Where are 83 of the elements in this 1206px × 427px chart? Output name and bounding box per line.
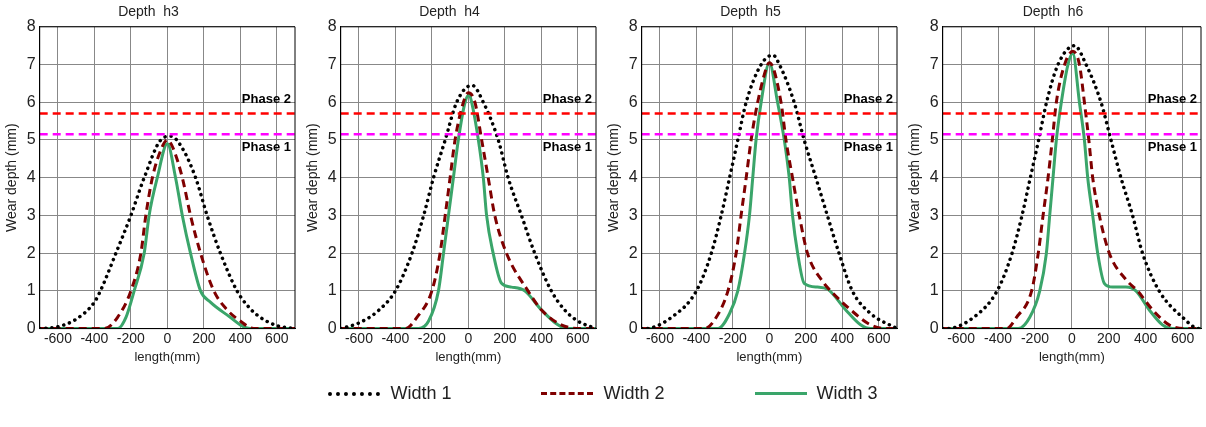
y-tick-label: 6	[26, 92, 36, 110]
x-tick-label: -200	[116, 329, 146, 346]
y-axis-title: Wear depth (mm)	[304, 123, 321, 233]
y-tick-label: 7	[929, 54, 939, 72]
y-tick-label: 1	[628, 281, 638, 299]
y-tick-label: 3	[929, 205, 939, 223]
x-axis-title: length(mm)	[134, 348, 201, 364]
y-axis-title: Wear depth (mm)	[3, 123, 20, 233]
y-tick-label: 6	[327, 92, 337, 110]
x-tick-label: 0	[163, 329, 172, 346]
x-axis-title: length(mm)	[435, 348, 502, 364]
ref-line-label: Phase 1	[1147, 139, 1197, 155]
x-tick-label: -200	[718, 329, 748, 346]
ref-line-label: Phase 2	[1147, 90, 1197, 106]
ref-line-label: Phase 2	[843, 90, 893, 106]
x-tick-label: -600	[645, 329, 675, 346]
y-tick-label: 6	[628, 92, 638, 110]
y-tick-label: 8	[628, 17, 638, 35]
x-axis-title: length(mm)	[736, 348, 803, 364]
y-tick-label: 8	[929, 17, 939, 35]
y-tick-label: 1	[929, 281, 939, 299]
y-tick-label: 2	[26, 243, 36, 261]
y-tick-label: 5	[628, 130, 638, 148]
x-tick-label: 400	[830, 329, 855, 346]
x-tick-label: 600	[265, 329, 289, 346]
x-tick-label: 400	[529, 329, 554, 346]
y-tick-label: 4	[26, 168, 36, 186]
ref-line-label: Phase 1	[843, 139, 893, 155]
y-tick-label: 3	[327, 205, 337, 223]
ref-line-label: Phase 2	[542, 90, 592, 106]
y-tick-label: 6	[929, 92, 939, 110]
chart-title: Depth h3	[118, 3, 180, 20]
x-axis-title: length(mm)	[1038, 348, 1105, 364]
x-tick-label: -200	[1020, 329, 1050, 346]
x-tick-label: -600	[344, 329, 374, 346]
y-tick-label: 2	[929, 243, 939, 261]
x-tick-label: -400	[80, 329, 109, 346]
x-tick-label: -200	[417, 329, 447, 346]
x-tick-label: -600	[43, 329, 73, 346]
y-tick-label: 5	[929, 130, 939, 148]
y-tick-label: 7	[327, 54, 337, 72]
x-tick-label: 200	[192, 329, 216, 346]
x-tick-label: 600	[566, 329, 590, 346]
y-tick-label: 8	[327, 17, 337, 35]
y-tick-label: 1	[26, 281, 36, 299]
x-tick-label: 600	[867, 329, 891, 346]
y-tick-label: 1	[327, 281, 337, 299]
x-tick-label: 600	[1170, 329, 1195, 346]
y-tick-label: 3	[628, 205, 638, 223]
x-tick-label: -600	[947, 329, 976, 346]
x-tick-label: 0	[464, 329, 473, 346]
y-tick-label: 7	[628, 54, 638, 72]
ref-line-label: Phase 1	[542, 139, 592, 155]
chart-title: Depth h6	[1022, 3, 1084, 20]
ref-line-label: Phase 2	[241, 90, 291, 106]
x-tick-label: 0	[765, 329, 774, 346]
y-tick-label: 4	[929, 168, 939, 186]
y-tick-label: 5	[26, 130, 36, 148]
y-axis-title: Wear depth (mm)	[906, 123, 923, 233]
x-tick-label: -400	[381, 329, 410, 346]
legend-label: Width 1	[390, 383, 452, 404]
x-tick-label: 400	[228, 329, 253, 346]
x-tick-label: 200	[493, 329, 517, 346]
y-tick-label: 4	[628, 168, 638, 186]
y-tick-label: 7	[26, 54, 36, 72]
y-tick-label: 4	[327, 168, 337, 186]
legend-label: Width 2	[603, 383, 665, 404]
x-tick-label: -400	[682, 329, 711, 346]
x-tick-label: -400	[984, 329, 1013, 346]
chart-title: Depth h4	[419, 3, 481, 20]
y-tick-label: 8	[26, 17, 36, 35]
chart-title: Depth h5	[720, 3, 782, 20]
ref-line-label: Phase 1	[241, 139, 291, 155]
y-tick-label: 3	[26, 205, 36, 223]
y-axis-title: Wear depth (mm)	[605, 123, 622, 233]
y-tick-label: 2	[628, 243, 638, 261]
legend-label: Width 3	[816, 383, 878, 404]
x-tick-label: 200	[1097, 329, 1121, 346]
x-tick-label: 0	[1067, 329, 1076, 346]
y-tick-label: 5	[327, 130, 337, 148]
y-tick-label: 2	[327, 243, 337, 261]
x-tick-label: 200	[794, 329, 818, 346]
x-tick-label: 400	[1133, 329, 1158, 346]
